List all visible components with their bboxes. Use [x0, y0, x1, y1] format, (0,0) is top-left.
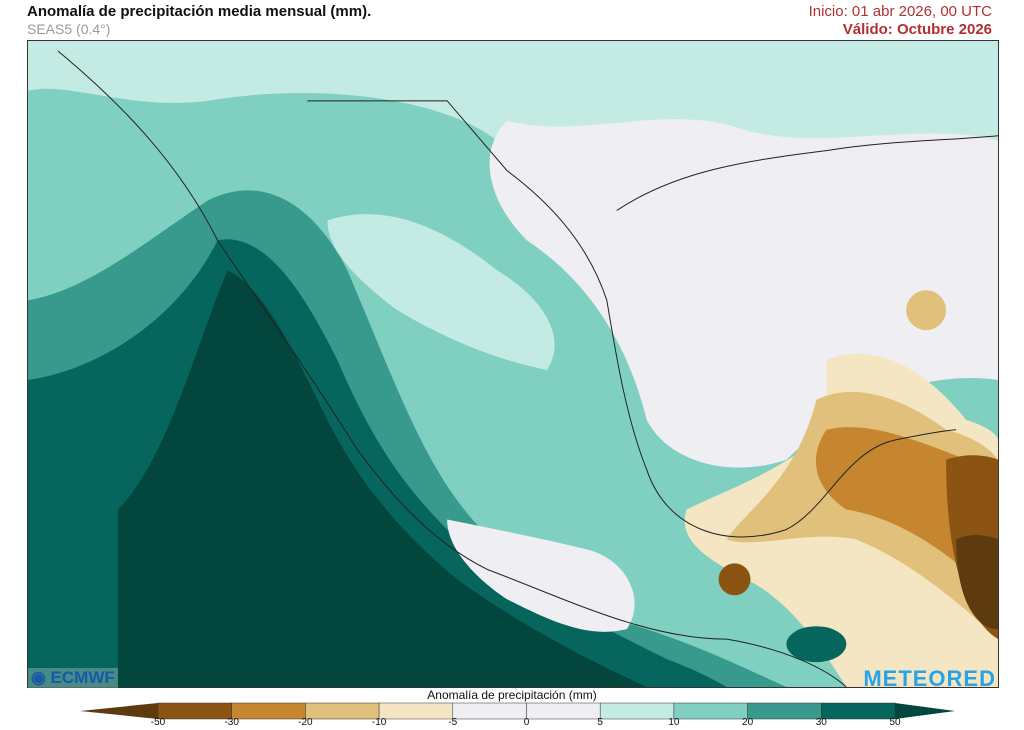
colorbar-tick-label: 30: [815, 717, 827, 728]
colorbar-bin: [747, 702, 822, 720]
colorbar-tick-label: -50: [150, 717, 166, 728]
ecmwf-logo: ◉ ECMWF: [28, 668, 118, 688]
colorbar-bin: [231, 702, 306, 720]
meteored-logo: METEORED: [863, 666, 996, 691]
colorbar-bin: [452, 702, 527, 720]
colorbar-bin: [821, 702, 896, 720]
colorbar-tick-label: 20: [742, 717, 754, 728]
colorbar-bin: [673, 702, 748, 720]
colorbar-tick-label: -10: [371, 717, 387, 728]
map-title: Anomalía de precipitación media mensual …: [27, 3, 372, 20]
colorbar-tick-label: -5: [448, 717, 458, 728]
colorbar-tick-label: 10: [668, 717, 680, 728]
colorbar-tick-label: -30: [224, 717, 239, 728]
init-time: Inicio: 01 abr 2026, 00 UTC: [808, 3, 992, 20]
colorbar-bin: [157, 702, 232, 720]
colorbar-tick-label: -20: [298, 717, 313, 728]
colorbar-bin: [526, 702, 601, 720]
colorbar-high-arrow: [895, 703, 955, 719]
colorbar-bin: [378, 702, 454, 720]
colorbar-low-arrow: [80, 703, 158, 719]
model-subtitle: SEAS5 (0.4°): [27, 21, 111, 37]
colorbar-tick-label: 50: [889, 717, 901, 728]
colorbar-bin: [305, 702, 380, 720]
colorbar-tick-label: 5: [597, 717, 603, 728]
colorbar: [80, 702, 955, 720]
precipitation-anomaly-map: [27, 40, 999, 688]
colorbar-bin: [599, 702, 675, 720]
legend-title: Anomalía de precipitación (mm): [427, 688, 597, 702]
valid-period: Válido: Octubre 2026: [842, 21, 992, 38]
colorbar-tick-label: 0: [523, 717, 530, 728]
